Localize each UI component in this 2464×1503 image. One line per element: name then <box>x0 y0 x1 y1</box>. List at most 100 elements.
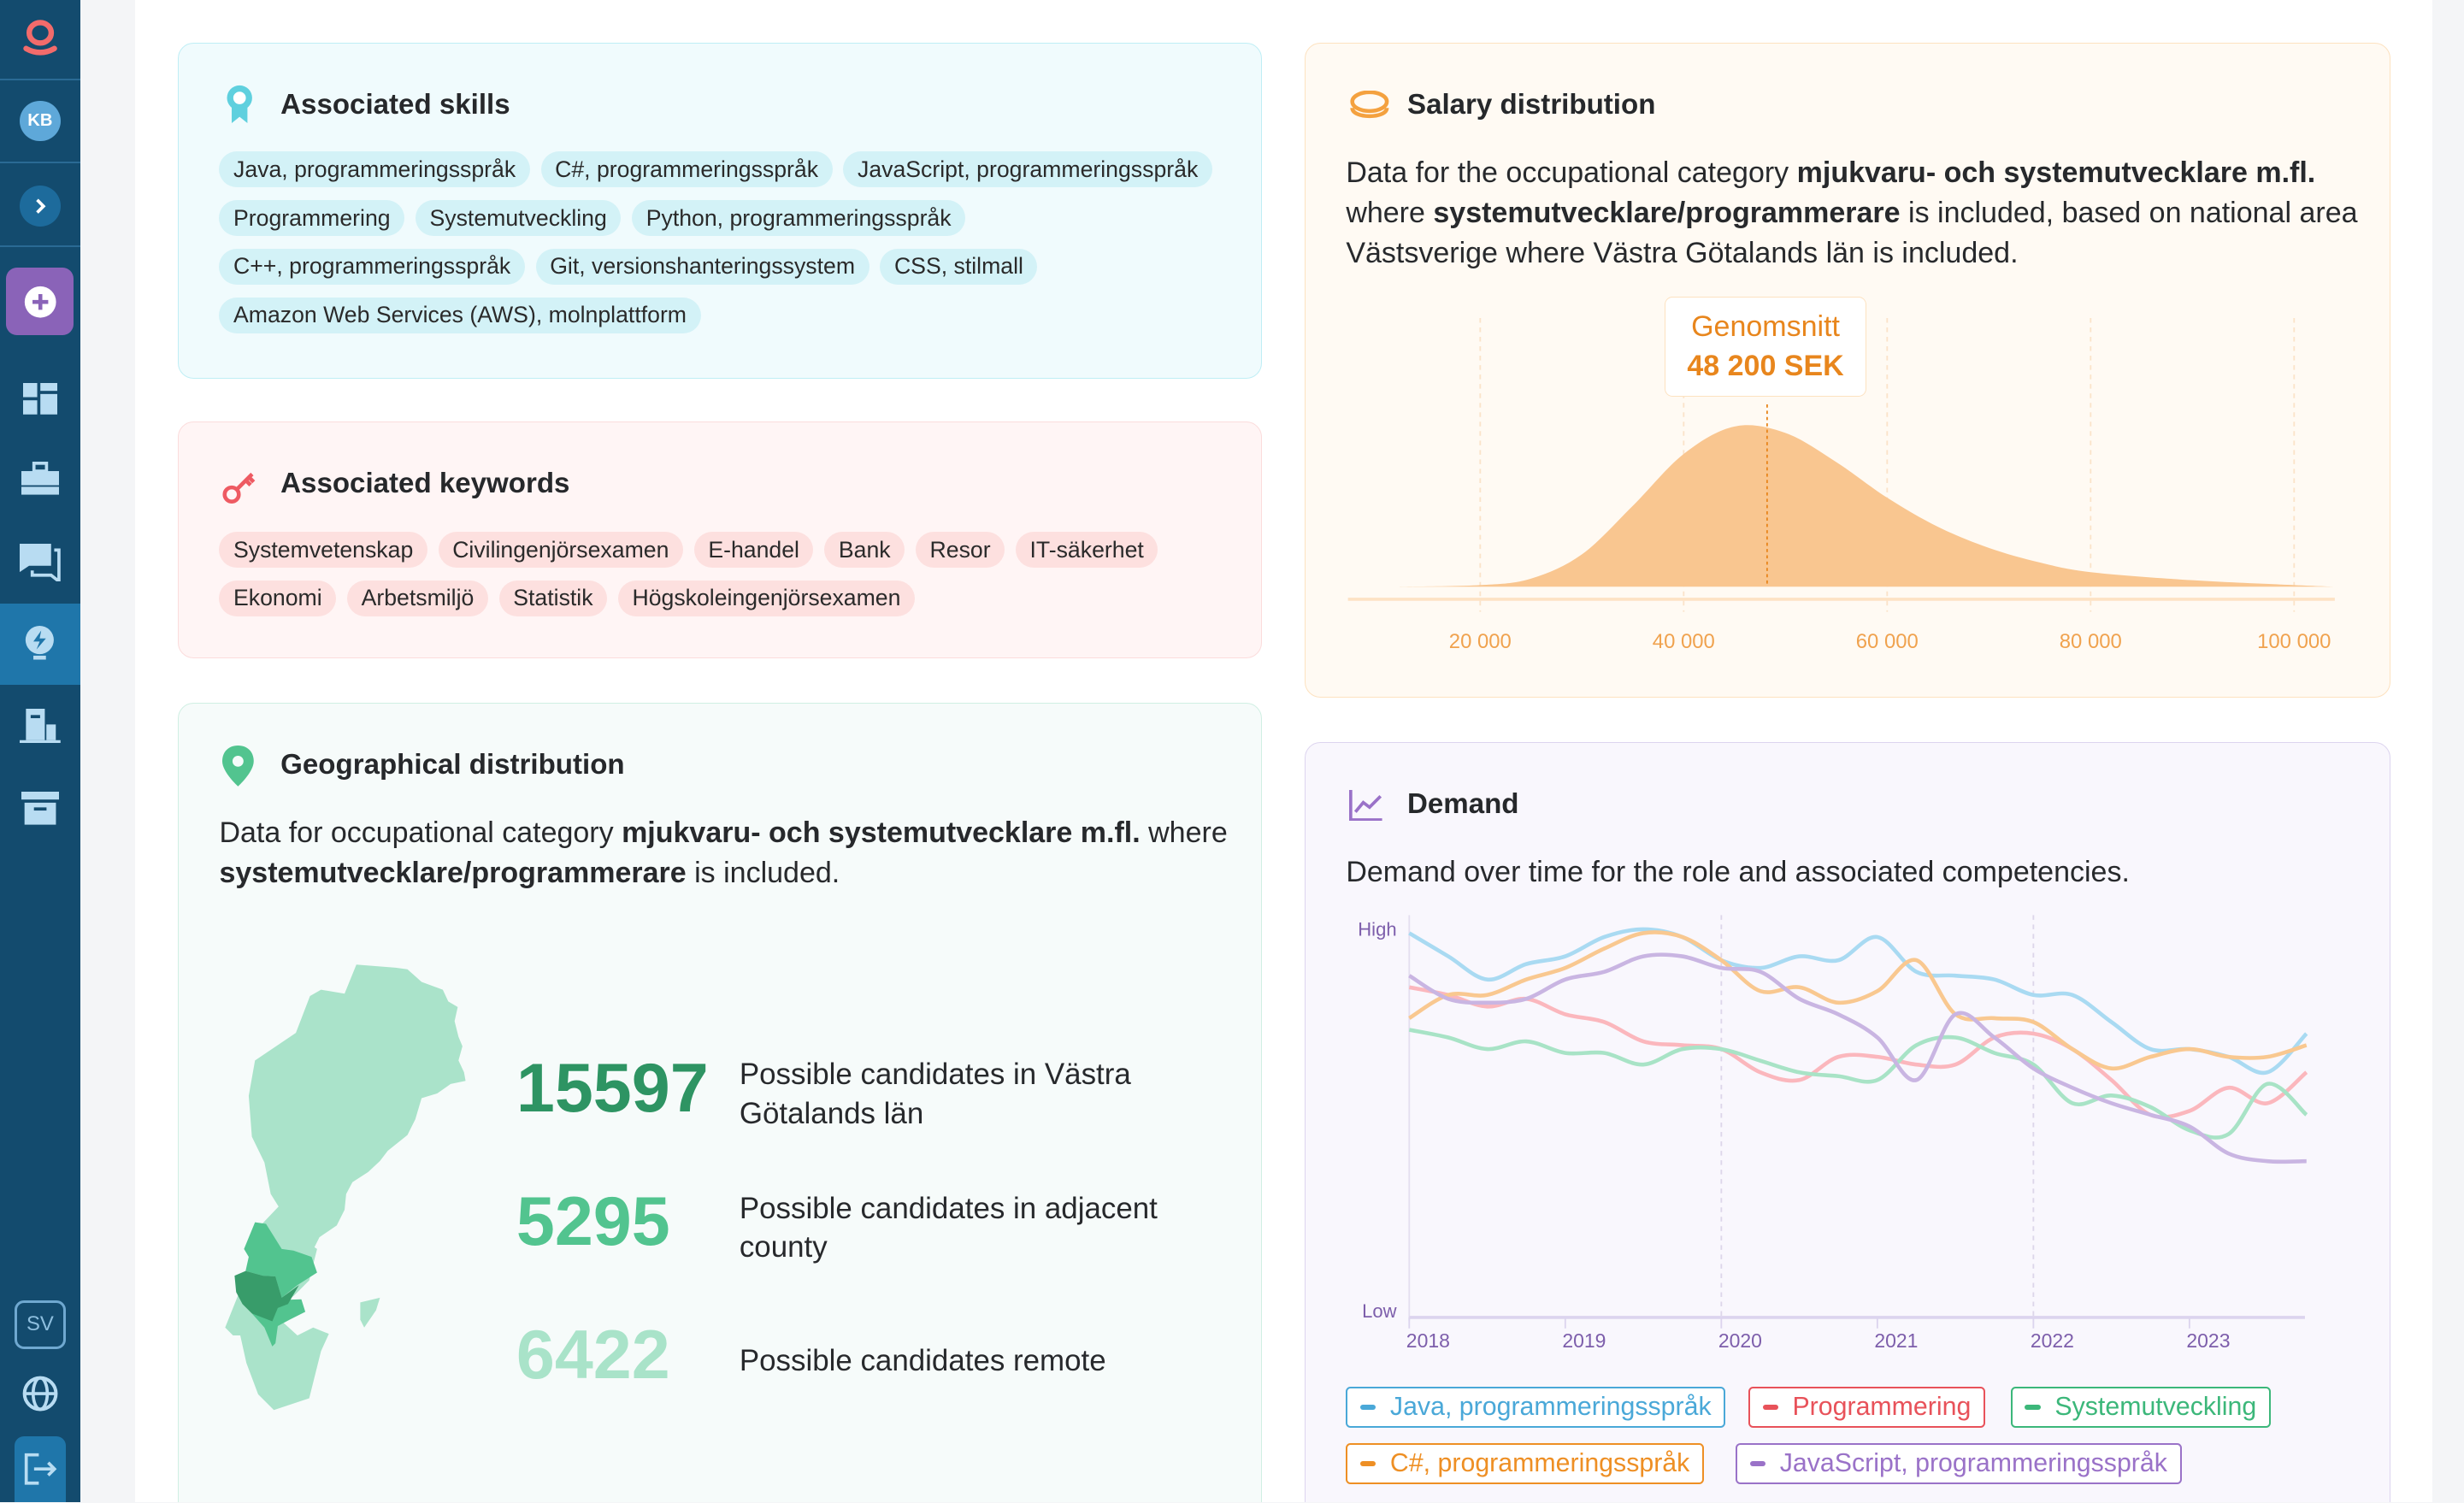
user-initials: KB <box>19 100 61 142</box>
archive-icon <box>21 792 59 825</box>
tag[interactable]: Java, programmeringsspråk <box>219 151 530 188</box>
tag[interactable]: C#, programmeringsspråk <box>540 151 833 188</box>
legend-label: C#, programmeringsspråk <box>1389 1449 1690 1478</box>
tag[interactable]: Python, programmeringsspråk <box>632 200 966 237</box>
sidebar-item-dashboard[interactable] <box>0 377 80 421</box>
sidebar-item-jobs[interactable] <box>0 457 80 501</box>
y-tick-label: High <box>1358 919 1396 940</box>
tag[interactable]: Statistik <box>498 580 608 616</box>
briefcase-icon <box>21 462 59 495</box>
sidebar-item-archive[interactable] <box>0 787 80 831</box>
geo-description: Data for occupational category mjukvaru-… <box>219 816 1228 890</box>
card-title: Associated keywords <box>280 467 570 499</box>
legend-label: Programmering <box>1792 1393 1972 1421</box>
card-title: Associated skills <box>280 88 510 121</box>
salary-distribution-card: Salary distribution Data for the occupat… <box>1304 42 2390 698</box>
tag[interactable]: Git, versionshanteringssystem <box>535 248 869 285</box>
tag[interactable]: Högskoleingenjörsexamen <box>617 580 915 616</box>
legend-item[interactable]: C#, programmeringsspråk <box>1346 1443 1705 1485</box>
lightbulb-icon <box>26 625 55 660</box>
average-salary-tooltip: Genomsnitt 48 200 SEK <box>1665 296 1866 398</box>
coins-icon <box>1350 90 1389 118</box>
x-tick-label: 20 000 <box>1448 630 1511 653</box>
tag[interactable]: Systemvetenskap <box>219 532 427 569</box>
chevron-right-icon <box>19 185 61 227</box>
keyword-tag-list: Systemvetenskap Civilingenjörsexamen E-han… <box>219 532 1229 616</box>
tag[interactable]: Systemutveckling <box>415 200 622 237</box>
x-tick-label: 2019 <box>1562 1329 1606 1352</box>
map-region-vastra-gotaland <box>234 1270 300 1322</box>
award-icon <box>227 85 253 124</box>
plus-icon <box>6 268 74 336</box>
chat-icon <box>19 543 61 582</box>
average-label: Genomsnitt <box>1691 310 1840 344</box>
ai-create-button[interactable] <box>0 267 80 336</box>
sidebar-item-messages[interactable] <box>0 540 80 584</box>
associated-keywords-card: Associated keywords Systemvetenskap Civil… <box>177 421 1262 659</box>
series-line-4 <box>1407 952 2307 1164</box>
card-title: Salary distribution <box>1407 88 1656 121</box>
x-tick-label: 2020 <box>1718 1329 1761 1352</box>
tag[interactable]: Resor <box>916 532 1005 569</box>
legend-item[interactable]: Programmering <box>1748 1387 1986 1428</box>
legend-item[interactable]: Java, programmeringsspråk <box>1346 1387 1726 1428</box>
y-tick-label: Low <box>1362 1300 1397 1322</box>
logo-icon[interactable] <box>0 9 80 66</box>
x-tick-label: 2023 <box>2186 1329 2230 1352</box>
map-region-adjacent <box>244 1223 318 1299</box>
legend-swatch <box>1360 1461 1376 1466</box>
divider <box>0 162 80 164</box>
user-avatar[interactable]: KB <box>0 99 80 143</box>
card-title: Geographical distribution <box>280 748 625 781</box>
tag[interactable]: Ekonomi <box>219 580 337 616</box>
sweden-map <box>225 964 467 1411</box>
demand-card: Demand Demand over time for the role and… <box>1304 741 2390 1503</box>
tag[interactable]: Arbetsmiljö <box>347 580 488 616</box>
salary-density-area <box>1398 425 2335 587</box>
salary-description: Data for the occupational category mjukv… <box>1346 156 2358 270</box>
tag[interactable]: Programmering <box>219 200 405 237</box>
trend-chart-icon <box>1348 789 1382 822</box>
sidebar-item-companies[interactable] <box>0 704 80 747</box>
x-tick-label: 40 000 <box>1652 630 1714 653</box>
sidebar: KB SV <box>0 0 80 1503</box>
legend-item[interactable]: JavaScript, programmeringsspråk <box>1736 1443 2182 1485</box>
map-region-gotland <box>360 1298 380 1329</box>
tag[interactable]: E-handel <box>693 532 814 569</box>
series-line-3 <box>1407 930 2307 1071</box>
candidate-count: 6422 <box>516 1317 670 1394</box>
tag[interactable]: Bank <box>824 532 905 569</box>
candidate-count-label: Possible candidates in Västra Götalands … <box>739 1058 1131 1131</box>
logout-button[interactable] <box>0 1435 80 1503</box>
tag[interactable]: IT-säkerhet <box>1016 532 1158 569</box>
tag[interactable]: Civilingenjörsexamen <box>438 532 683 569</box>
x-tick-label: 100 000 <box>2257 630 2331 653</box>
candidate-count: 5295 <box>516 1183 670 1261</box>
language-button[interactable]: SV <box>0 1298 80 1351</box>
tag[interactable]: CSS, stilmall <box>880 248 1038 285</box>
location-pin-icon <box>222 746 254 787</box>
x-tick-label: 60 000 <box>1855 630 1918 653</box>
associated-skills-card: Associated skills Java, programmeringssp… <box>177 42 1262 379</box>
language-label: SV <box>14 1300 67 1349</box>
tag[interactable]: JavaScript, programmeringsspråk <box>843 151 1212 188</box>
candidate-count-label: Possible candidates remote <box>739 1343 1106 1377</box>
building-icon <box>19 708 61 744</box>
sidebar-item-insights[interactable] <box>0 603 80 686</box>
divider <box>0 78 80 80</box>
logout-icon <box>14 1435 67 1503</box>
tag[interactable]: C++, programmeringsspråk <box>219 248 525 285</box>
tag[interactable]: Amazon Web Services (AWS), molnplattform <box>219 297 701 333</box>
globe-button[interactable] <box>0 1373 80 1414</box>
expand-sidebar-button[interactable] <box>0 184 80 227</box>
demand-description: Demand over time for the role and associ… <box>1346 856 2130 889</box>
salary-chart: 20 000 40 000 60 000 80 000 100 000 <box>1347 318 2335 653</box>
x-tick-label: 2021 <box>1874 1329 1918 1352</box>
globe-icon <box>22 1376 58 1412</box>
main-content: Associated skills Java, programmeringssp… <box>135 0 2433 1503</box>
series-line-2 <box>1408 1028 2308 1141</box>
legend-swatch <box>1749 1461 1766 1466</box>
legend-item[interactable]: Systemutveckling <box>2010 1387 2271 1428</box>
geographical-distribution-card: Geographical distribution Data for occup… <box>177 702 1262 1503</box>
